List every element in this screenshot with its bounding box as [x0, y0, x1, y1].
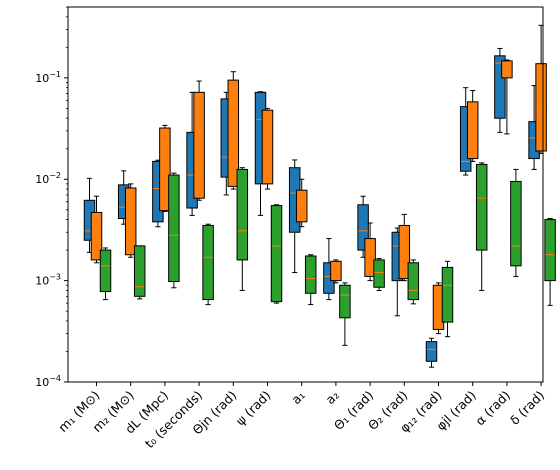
box-iqr — [357, 204, 369, 251]
y-tick-label: 10−1 — [35, 70, 61, 85]
box-group — [193, 80, 205, 201]
plot-marks — [83, 24, 556, 368]
box-group — [475, 162, 488, 291]
box-iqr — [544, 219, 556, 282]
box-group — [295, 178, 308, 228]
box-iqr — [202, 224, 214, 301]
box-iqr — [193, 91, 205, 199]
box-iqr — [475, 163, 488, 251]
box-iqr — [90, 211, 103, 261]
box-iqr — [330, 260, 342, 282]
box-iqr — [133, 245, 146, 297]
box-iqr — [494, 55, 506, 119]
box-iqr — [466, 101, 479, 160]
box-group — [501, 59, 513, 135]
box-group — [466, 90, 479, 162]
box-group — [364, 222, 376, 282]
box-group — [227, 71, 240, 190]
box-iqr — [364, 238, 376, 277]
box-iqr — [304, 255, 317, 294]
box-group — [159, 124, 171, 213]
box-iqr — [227, 79, 240, 187]
box-group — [373, 258, 385, 291]
box-iqr — [99, 249, 112, 293]
box-group — [270, 204, 283, 304]
box-group — [407, 259, 420, 305]
box-iqr — [398, 224, 411, 279]
box-group — [202, 223, 214, 306]
box-iqr — [270, 205, 283, 303]
box-iqr — [441, 266, 454, 323]
box-iqr — [510, 180, 522, 267]
box-group — [168, 172, 180, 289]
box-group — [510, 168, 522, 277]
box-iqr — [261, 109, 274, 185]
box-group — [535, 24, 547, 154]
y-tick-label: 10−4 — [35, 374, 61, 389]
box-iqr — [535, 63, 547, 152]
box-group — [133, 245, 146, 300]
box-iqr — [501, 60, 513, 79]
box-group — [304, 254, 317, 306]
y-tick-label: 10−3 — [35, 273, 61, 288]
y-tick-label: 10−2 — [35, 171, 61, 186]
box-iqr — [236, 168, 249, 261]
box-group — [398, 213, 411, 282]
box-group — [339, 282, 351, 346]
box-iqr — [373, 259, 385, 288]
box-group — [494, 47, 506, 133]
box-group — [544, 217, 556, 306]
box-group — [330, 259, 342, 284]
box-group — [124, 183, 137, 258]
box-group — [236, 167, 249, 291]
box-group — [425, 337, 438, 368]
box-iqr — [407, 262, 420, 301]
box-group — [90, 195, 103, 264]
box-iqr — [124, 187, 137, 256]
box-iqr — [295, 189, 308, 223]
box-iqr — [168, 174, 180, 283]
box-iqr — [159, 127, 171, 212]
box-group — [99, 247, 112, 301]
box-group — [186, 91, 198, 216]
box-iqr — [425, 341, 438, 362]
box-iqr — [339, 284, 351, 319]
y-axis: 10−4 10−3 10−2 10−1 — [35, 6, 68, 389]
plot-frame — [67, 6, 544, 383]
box-group — [261, 107, 274, 190]
box-group — [441, 260, 454, 338]
